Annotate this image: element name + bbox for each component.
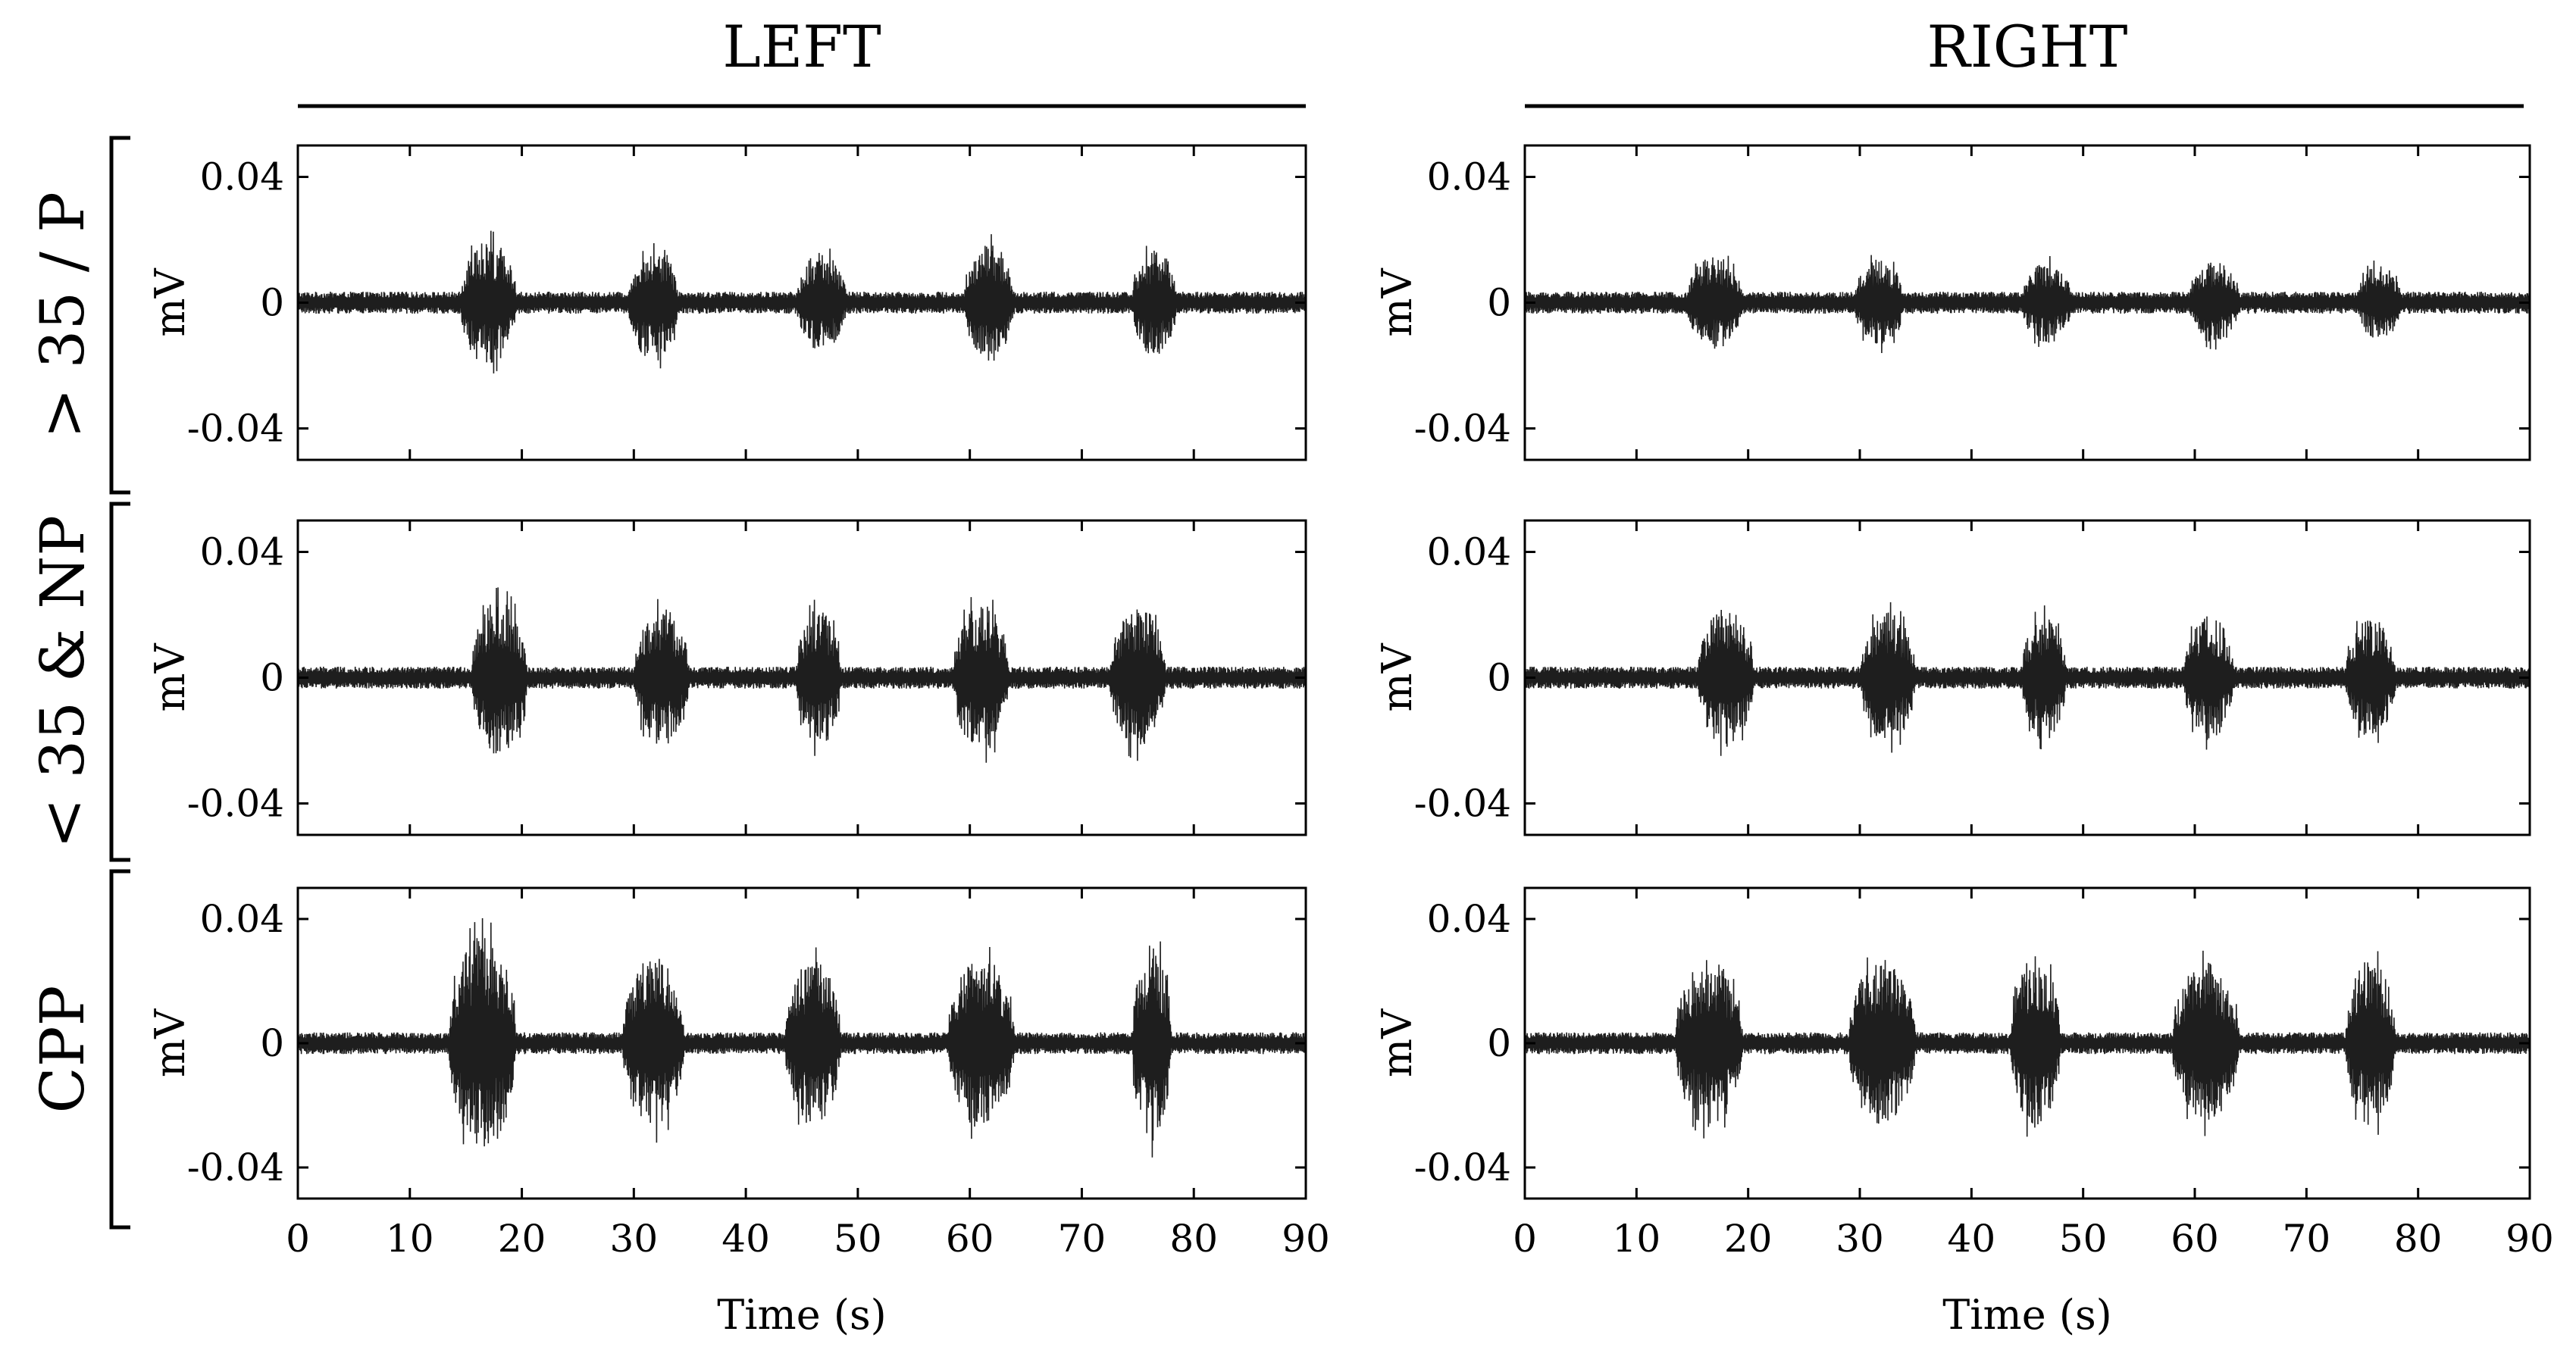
x-tick-label: 80 (2394, 1217, 2443, 1261)
emg-trace (297, 587, 1307, 763)
y-tick-label: 0.04 (1427, 155, 1511, 199)
y-tick-label: 0 (260, 1021, 284, 1065)
row-bracket (109, 869, 130, 1230)
x-tick-label: 20 (498, 1217, 546, 1261)
y-axis-label: mV (1373, 1008, 1421, 1077)
emg-trace (1524, 950, 2531, 1139)
y-tick-label: 0 (1487, 281, 1511, 325)
x-tick-label: 40 (1948, 1217, 1996, 1261)
panel-right-row-1: 0.04 0 -0.04 mV (1373, 144, 2531, 461)
column-title-right: RIGHT (1927, 13, 2128, 80)
row-bracket (109, 136, 130, 495)
x-tick-label: 90 (1282, 1217, 1330, 1261)
y-tick-label: -0.04 (1414, 407, 1511, 451)
x-axis-label: Time (s) (717, 1291, 886, 1339)
x-tick-label: 30 (1836, 1217, 1884, 1261)
y-tick-label: -0.04 (1414, 782, 1511, 826)
x-axis-label: Time (s) (1942, 1291, 2111, 1339)
column-headers: LEFT RIGHT (298, 13, 2524, 108)
x-tick-label: 60 (946, 1217, 994, 1261)
y-axis-label: mV (1373, 642, 1421, 711)
y-axis-label: mV (1373, 267, 1421, 336)
x-tick-label: 0 (1513, 1217, 1537, 1261)
y-tick-label: 0.04 (1427, 897, 1511, 941)
y-tick-label: 0.04 (1427, 530, 1511, 574)
y-tick-label: -0.04 (187, 407, 284, 451)
y-tick-label: 0 (1487, 1021, 1511, 1065)
x-tick-label: 20 (1724, 1217, 1773, 1261)
y-tick-label: -0.04 (187, 1146, 284, 1189)
x-tick-label: 70 (1058, 1217, 1106, 1261)
panels: 0.040-0.04mV0.040-0.04mV0.040-0.04mV0.04… (146, 144, 2554, 1339)
x-tick-label: 60 (2171, 1217, 2219, 1261)
row-headers: > 35 / P < 35 & NP CPP (27, 136, 130, 1230)
y-axis-label: mV (146, 642, 194, 711)
row-label: < 35 & NP (27, 515, 98, 849)
row-label: CPP (27, 986, 98, 1114)
emg-trace (1524, 602, 2531, 756)
x-tick-label: 50 (2059, 1217, 2108, 1261)
emg-trace (297, 230, 1307, 374)
x-tick-label: 0 (286, 1217, 310, 1261)
x-tick-label: 30 (610, 1217, 659, 1261)
y-tick-label: 0 (260, 656, 284, 700)
y-tick-label: 0.04 (200, 155, 284, 199)
y-tick-label: 0 (1487, 656, 1511, 700)
panel-left-row-1: 0.04 0 -0.04 mV (146, 144, 1307, 461)
y-axis-label: mV (146, 1008, 194, 1077)
x-tick-label: 50 (834, 1217, 882, 1261)
emg-trace (297, 917, 1307, 1158)
y-tick-label: 0 (260, 281, 284, 325)
y-tick-label: -0.04 (187, 782, 284, 826)
y-axis-label: mV (146, 267, 194, 336)
x-tick-label: 10 (386, 1217, 434, 1261)
x-tick-label: 70 (2283, 1217, 2331, 1261)
row-bracket (109, 502, 130, 862)
column-title-left: LEFT (722, 13, 881, 80)
panel-left-row-2: 0.04 0 -0.04 mV (146, 519, 1307, 836)
panel-right-row-2: 0.04 0 -0.04 mV (1373, 519, 2531, 836)
row-label: > 35 / P (27, 192, 98, 439)
x-tick-label: 40 (721, 1217, 770, 1261)
x-tick-label: 90 (2506, 1217, 2554, 1261)
y-tick-label: 0.04 (200, 530, 284, 574)
emg-trace (1524, 255, 2531, 354)
x-tick-label: 80 (1169, 1217, 1218, 1261)
x-tick-label: 10 (1613, 1217, 1661, 1261)
y-tick-label: 0.04 (200, 897, 284, 941)
y-tick-label: -0.04 (1414, 1146, 1511, 1189)
